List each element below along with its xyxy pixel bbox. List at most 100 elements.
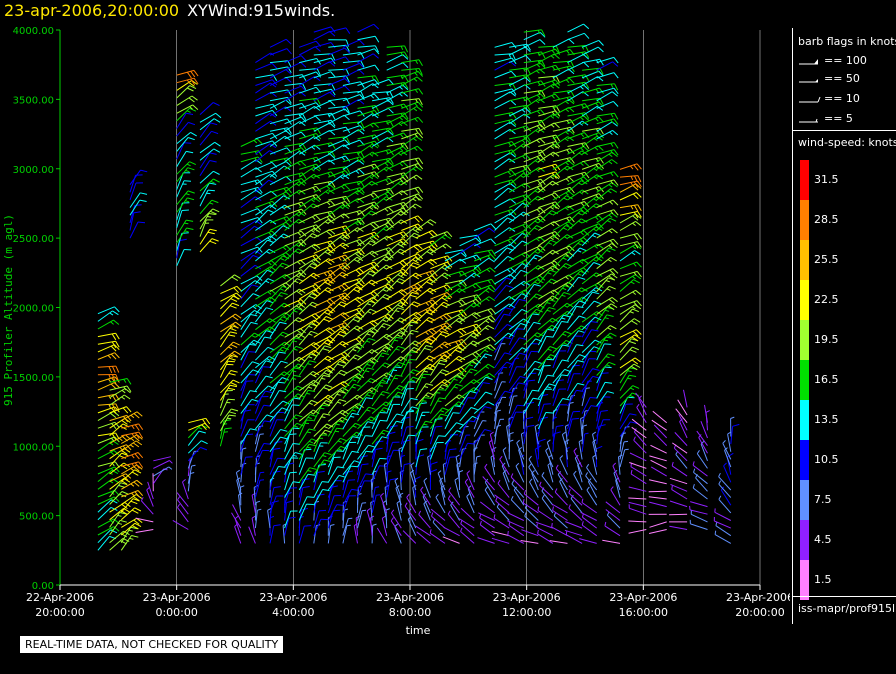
barb-staff: [523, 109, 541, 117]
wind-barb: [430, 243, 452, 254]
wind-barb: [254, 390, 273, 407]
barb-flag: [382, 319, 387, 322]
wind-barb: [298, 438, 319, 453]
barb-flag: [205, 418, 211, 425]
barb-staff: [538, 192, 556, 201]
wind-barb: [220, 285, 243, 295]
barb-flag: [191, 95, 198, 101]
barb-flag: [390, 509, 395, 514]
barb-flag: [281, 313, 286, 318]
barb-flag: [354, 405, 359, 409]
barb-staff: [199, 178, 214, 192]
wind-barb: [386, 45, 409, 53]
wind-barb: [342, 450, 359, 468]
wind-barb: [176, 492, 189, 507]
barb-staff: [327, 457, 335, 475]
barb-flag: [185, 170, 190, 173]
wind-barb: [415, 525, 431, 537]
barb-flag: [325, 396, 332, 402]
wind-barb: [177, 503, 189, 523]
barb-staff: [509, 154, 526, 163]
wind-barb: [199, 199, 219, 215]
barb-staff: [415, 258, 432, 270]
barb-staff: [386, 210, 401, 224]
barb-flag: [327, 172, 331, 177]
barb-flag: [301, 147, 307, 154]
barb-staff: [267, 510, 271, 529]
barb-flag: [266, 328, 271, 332]
barb-staff: [255, 200, 273, 209]
barb-flag: [267, 298, 272, 302]
barb-staff: [284, 181, 300, 193]
wind-barb: [219, 384, 237, 401]
wind-barb: [342, 394, 364, 407]
barb-flag: [354, 222, 359, 226]
wind-barb: [401, 59, 423, 67]
barb-staff: [447, 513, 460, 529]
barb-flag: [547, 348, 552, 351]
barb-flag: [352, 412, 360, 416]
barb-staff: [298, 428, 310, 445]
barb-flag: [309, 467, 317, 470]
barb-staff: [464, 481, 475, 498]
barb-staff: [255, 330, 267, 346]
barb-staff: [342, 436, 353, 453]
barb-flag: [311, 229, 315, 233]
barb-staff: [269, 429, 281, 445]
barb-flag: [408, 324, 413, 327]
barb-flag: [315, 102, 322, 109]
barb-flag: [328, 189, 335, 195]
barb-flag: [533, 321, 541, 325]
barb-flag: [121, 419, 128, 425]
wind-barb: [109, 491, 129, 505]
barb-flag: [533, 295, 538, 299]
barb-staff: [269, 135, 286, 147]
wind-barb: [121, 434, 143, 444]
barb-flag: [404, 502, 408, 507]
wind-barb: [255, 150, 276, 163]
barb-flag: [295, 335, 300, 339]
barb-flag: [324, 311, 331, 316]
barb-flag: [315, 214, 321, 221]
barb-flag: [256, 236, 263, 243]
barb-staff: [357, 192, 375, 201]
barb-flag: [537, 81, 541, 86]
barb-flag: [235, 321, 242, 327]
barb-staff: [240, 217, 259, 224]
barb-flag: [526, 416, 534, 420]
barb-flag: [256, 500, 261, 503]
barb-flag: [306, 431, 312, 434]
wind-barb: [327, 399, 347, 414]
wind-barb: [240, 246, 263, 254]
wind-barb: [199, 238, 219, 253]
barb-staff: [284, 414, 297, 430]
barb-staff: [371, 206, 389, 216]
barb-staff: [298, 525, 305, 544]
barb-staff: [97, 344, 115, 353]
barb-flag: [372, 523, 377, 526]
wind-barb: [342, 286, 363, 300]
barb-staff: [444, 317, 460, 331]
barb-staff: [371, 276, 389, 285]
barb-flag: [504, 352, 512, 355]
barb-flag: [307, 363, 312, 366]
barb-flag: [548, 383, 556, 387]
barb-flag: [425, 331, 429, 335]
barb-flag: [278, 466, 286, 468]
barb-flag: [314, 46, 321, 52]
wind-barb: [473, 376, 493, 392]
barb-flag: [254, 225, 261, 231]
barb-flag: [301, 172, 307, 179]
wind-barb: [371, 465, 387, 483]
barb-flag: [365, 473, 373, 476]
barb-flag: [366, 333, 371, 336]
barb-flag: [370, 164, 375, 169]
barb-staff: [430, 234, 446, 247]
title-name: XYWind:915winds.: [187, 1, 336, 20]
wind-barb: [121, 431, 144, 439]
barb-flag: [301, 103, 307, 110]
wind-barb: [129, 192, 148, 208]
wind-barb: [269, 252, 292, 262]
barb-staff: [328, 114, 345, 125]
barb-flag: [340, 382, 347, 388]
